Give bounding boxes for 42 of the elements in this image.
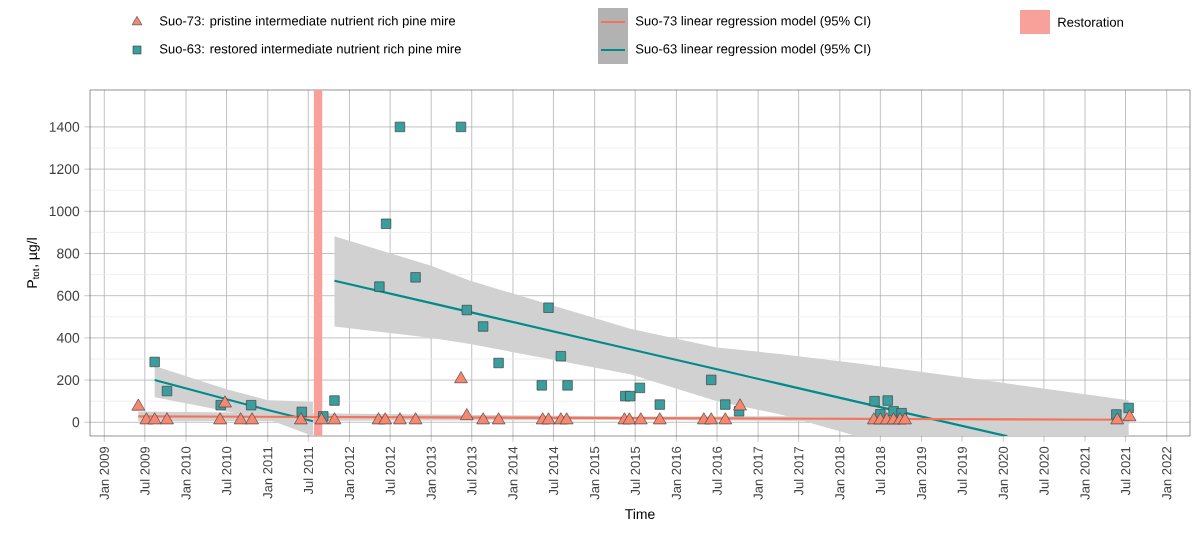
y-tick-label: 1400 (49, 121, 80, 132)
legend-label: Suo-73: pristine intermediate nutrient rich pine mire (159, 15, 456, 29)
x-tick-label: Jan 2016 (671, 446, 681, 500)
x-tick-label: Jul 2016 (712, 446, 722, 496)
x-tick-label: Jul 2019 (957, 446, 967, 496)
x-tick-label: Jul 2010 (221, 446, 232, 496)
legend-label: Suo-73 linear regression model (95% CI) (635, 15, 871, 29)
x-tick-label: Jan 2010 (181, 446, 191, 500)
x-tick-label: Jul 2015 (630, 446, 640, 496)
x-tick-label: Jan 2012 (344, 446, 355, 500)
x-tick-label: Jul 2020 (1039, 446, 1049, 496)
y-tick-label: 1000 (49, 206, 80, 217)
x-tick-label: Jul 2009 (140, 446, 150, 496)
x-axis-title: Time (625, 508, 655, 520)
y-tick-label: 1200 (49, 164, 80, 175)
x-tick-label: Jul 2018 (875, 446, 886, 496)
x-tick-label: Jan 2018 (835, 446, 845, 500)
legend-label: Suo-63: restored intermediate nutrient rich pine mire (159, 43, 461, 57)
x-tick-label: Jan 2021 (1080, 446, 1090, 500)
x-tick-label: Jan 2013 (426, 446, 436, 500)
x-tick-label: Jul 2021 (1120, 446, 1131, 496)
y-tick-label: 400 (56, 332, 80, 343)
y-tick-label: 800 (57, 248, 80, 259)
x-tick-label: Jan 2019 (916, 446, 927, 500)
x-tick-label: Jul 2013 (466, 446, 477, 496)
legend-label: Restoration (1058, 17, 1123, 27)
x-tick-label: Jan 2011 (263, 446, 273, 499)
x-tick-label: Jan 2014 (508, 446, 518, 500)
y-tick-label: 0 (72, 417, 80, 428)
x-tick-label: Jul 2012 (385, 446, 395, 496)
x-tick-label: Jul 2011 (303, 446, 314, 495)
y-tick-label: 600 (57, 290, 80, 301)
x-tick-label: Jul 2017 (793, 446, 804, 496)
y-axis-title: P$_{tot}$, µg/l (26, 238, 40, 288)
x-tick-label: Jan 2020 (998, 446, 1008, 500)
y-tick-label: 200 (57, 375, 80, 386)
x-tick-label: Jan 2009 (99, 446, 109, 500)
x-tick-label: Jan 2017 (753, 446, 763, 500)
x-tick-label: Jul 2014 (548, 446, 559, 496)
x-tick-label: Jan 2015 (590, 446, 600, 500)
x-tick-label: Jan 2022 (1162, 446, 1172, 500)
legend-label: Suo-63 linear regression model (95% CI) (635, 43, 871, 57)
